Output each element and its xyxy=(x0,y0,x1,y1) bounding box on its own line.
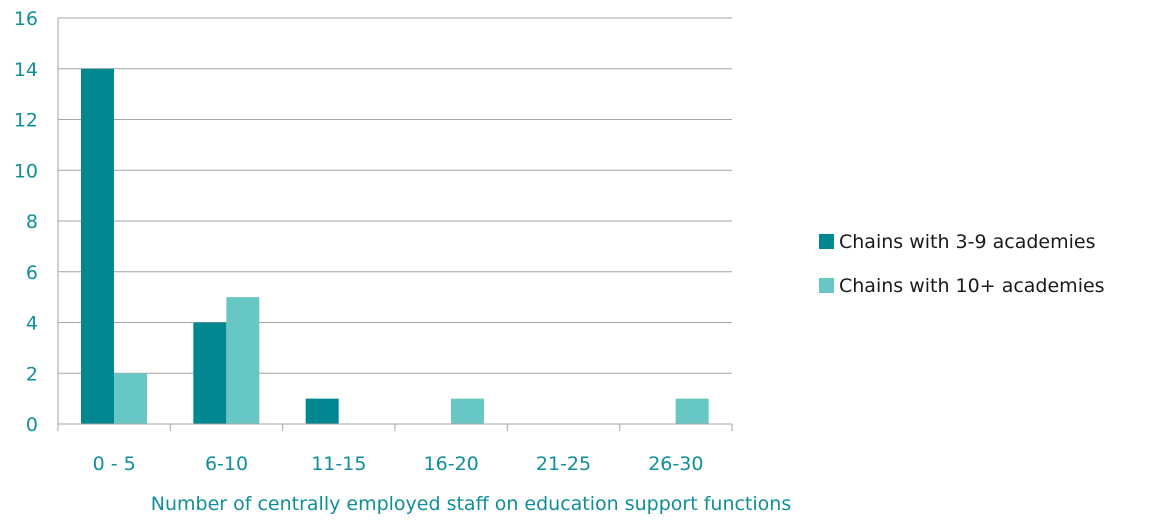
bar-series-2 xyxy=(226,297,260,424)
y-tick-label: 0 xyxy=(26,414,38,436)
bars xyxy=(81,68,709,424)
legend-label-series-1: Chains with 3-9 academies xyxy=(839,231,1096,253)
y-axis-ticks: 0 2 4 6 8 10 12 14 16 xyxy=(14,8,38,436)
y-tick-label: 10 xyxy=(14,160,38,182)
x-tick-label: 0 - 5 xyxy=(93,453,136,475)
y-tick-label: 4 xyxy=(26,313,38,335)
x-axis-title: Number of centrally employed staff on ed… xyxy=(151,493,791,515)
legend-item-series-2: Chains with 10+ academies xyxy=(819,275,1105,297)
x-tick-label: 6-10 xyxy=(205,453,248,475)
x-tick-label: 16-20 xyxy=(424,453,479,475)
gridlines xyxy=(58,17,732,374)
x-tick-label: 11-15 xyxy=(311,453,366,475)
x-tick-label: 21-25 xyxy=(536,453,591,475)
y-tick-label: 12 xyxy=(14,110,38,132)
legend: Chains with 3-9 academies Chains with 10… xyxy=(819,231,1105,297)
y-tick-label: 6 xyxy=(26,262,38,284)
y-tick-label: 14 xyxy=(14,59,38,81)
legend-item-series-1: Chains with 3-9 academies xyxy=(819,231,1096,253)
legend-swatch-series-2 xyxy=(819,278,834,293)
bar-series-2 xyxy=(675,398,709,424)
axes xyxy=(57,18,733,431)
legend-label-series-2: Chains with 10+ academies xyxy=(839,275,1105,297)
bar-series-2 xyxy=(451,398,484,424)
y-tick-label: 16 xyxy=(14,8,38,30)
bar-series-2 xyxy=(114,373,147,424)
bar-series-1 xyxy=(305,398,339,424)
y-tick-label: 2 xyxy=(26,363,38,385)
bar-series-1 xyxy=(193,322,227,424)
x-axis-ticks: 0 - 5 6-10 11-15 16-20 21-25 26-30 xyxy=(93,453,704,475)
legend-swatch-series-1 xyxy=(819,234,834,249)
bar-series-1 xyxy=(81,68,114,424)
x-tick-label: 26-30 xyxy=(648,453,703,475)
y-tick-label: 8 xyxy=(26,211,38,233)
